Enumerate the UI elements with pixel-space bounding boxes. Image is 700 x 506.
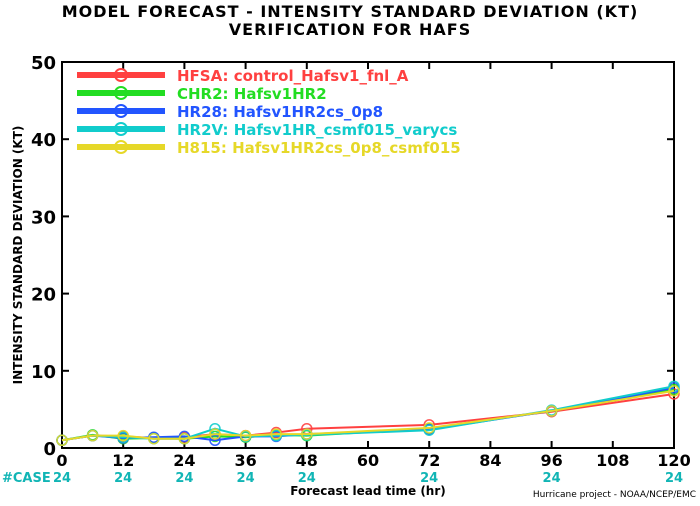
x-tick-label: 60 [357,451,379,470]
legend-marker [114,104,128,118]
x-tick-label: 120 [657,451,690,470]
data-point [423,422,435,434]
legend-marker [114,68,128,82]
data-point [209,428,221,440]
legend-label: H815: Hafsv1HR2cs_0p8_csmf015 [177,139,461,157]
case-count: 24 [175,471,193,486]
x-axis-label: Forecast lead time (hr) [290,484,446,498]
x-tick-label: 12 [112,451,134,470]
data-point [209,434,221,447]
data-point [148,432,160,445]
data-point [545,405,558,417]
x-tick-label: 48 [296,451,318,470]
x-tick-label: 72 [418,451,440,470]
data-point [668,388,680,400]
legend-marker [114,86,128,100]
credit-text: Hurricane project - NOAA/NCEP/EMC [532,490,696,500]
case-count: 24 [53,471,71,486]
legend-label: HFSA: control_Hafsv1_fnl_A [177,67,409,85]
y-tick-label: 20 [31,285,56,306]
case-count: 24 [543,471,561,486]
data-point [117,429,129,442]
data-point [270,428,282,440]
x-tick-label: 36 [234,451,256,470]
case-count: 24 [665,471,683,486]
y-tick-label: 30 [31,207,56,228]
chart-title-line1: MODEL FORECAST - INTENSITY STANDARD DEVI… [61,2,639,21]
case-count: 24 [114,471,132,486]
chart-title-line2: VERIFICATION FOR HAFS [228,20,472,39]
legend-label: CHR2: Hafsv1HR2 [177,85,327,103]
legend-marker [114,140,128,154]
data-point [301,428,313,440]
data-point [668,385,680,397]
data-point [56,434,68,447]
legend-label: HR2V: Hafsv1HR_csmf015_varycs [177,121,457,139]
x-tick-label: 0 [56,451,67,470]
x-tick-label: 108 [596,451,629,470]
case-label: #CASE [2,471,51,486]
case-count: 24 [237,471,255,486]
y-tick-label: 10 [31,362,56,383]
legend-marker [114,122,128,136]
x-tick-label: 24 [173,451,195,470]
case-count: 24 [298,471,316,486]
x-tick-label: 84 [479,451,501,470]
y-axis-label: INTENSITY STANDARD DEVIATION (KT) [11,126,25,385]
legend-label: HR28: Hafsv1HR2cs_0p8 [177,103,383,121]
data-point [239,429,252,442]
data-point [86,429,99,442]
case-count: 24 [420,471,438,486]
y-tick-label: 40 [31,130,56,151]
y-tick-label: 50 [31,53,56,74]
y-tick-label: 0 [43,439,56,460]
x-tick-label: 96 [540,451,562,470]
data-point [178,432,191,445]
